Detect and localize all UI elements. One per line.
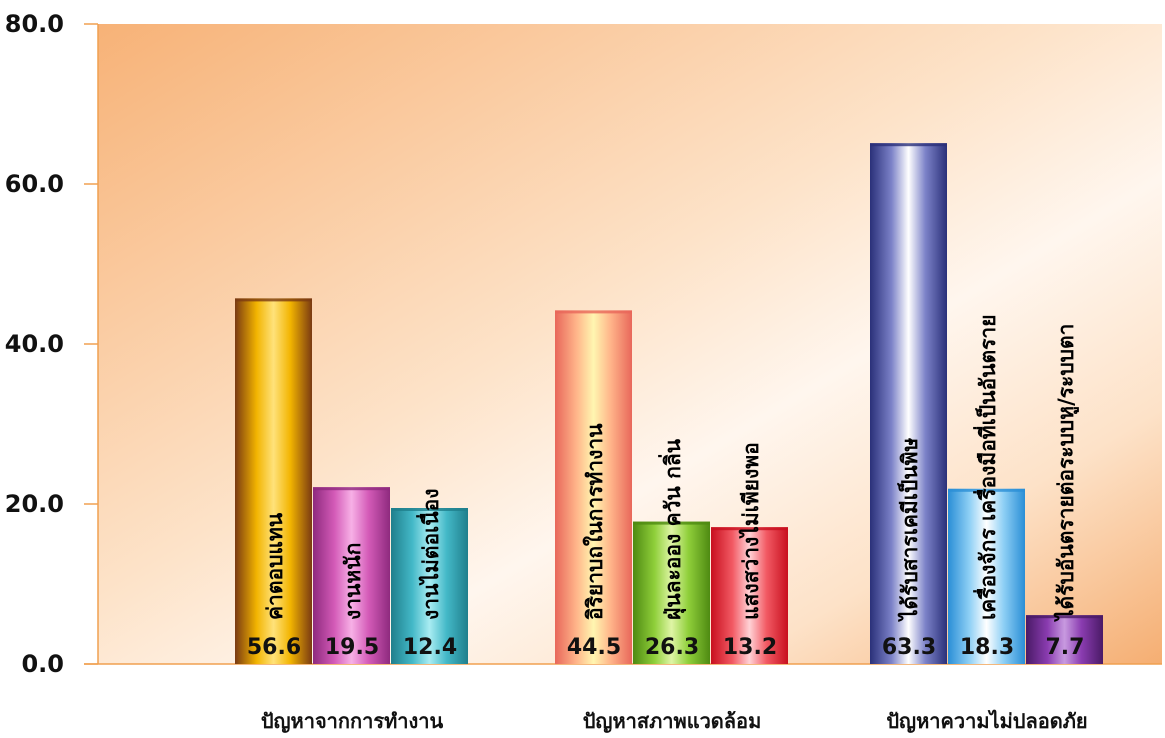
bar-value-label: 19.5 (325, 635, 379, 660)
bar-category-label: งานหนัก (341, 543, 365, 620)
bar-category-label: เครื่องจักร เครื่องมือที่เป็นอันตราย (972, 315, 1000, 621)
bars-layer (235, 143, 1103, 664)
bar-category-label: งานไม่ต่อเนื่อง (415, 489, 443, 620)
bar-value-label: 7.7 (1046, 635, 1085, 660)
bar-value-label: 13.2 (723, 635, 777, 660)
bar-value-label: 18.3 (960, 635, 1014, 660)
labels-layer: 56.6 ค่าตอบแทน 19.5 งานหนัก 12.4 งานไม่ต่อเนื… (247, 315, 1088, 734)
bar (313, 487, 390, 664)
bar-category-label: ฝุ่นละออง ควัน กลิ่น (657, 438, 687, 620)
bar-category-label: ค่าตอบแทน (263, 512, 287, 620)
bar-category-label: ได้รับอันตรายต่อระบบหู/ระบบตา (1053, 324, 1080, 622)
x-category-label: ปัญหาความไม่ปลอดภัย (886, 709, 1087, 733)
bar-top-edge (633, 521, 710, 525)
bar (870, 143, 947, 664)
bar (235, 298, 312, 664)
bar (555, 310, 632, 664)
bar-top-edge (711, 527, 788, 531)
y-tick-label: 80.0 (5, 10, 64, 38)
bar (1026, 615, 1103, 664)
bar (633, 521, 710, 664)
bar-category-label: ได้รับสารเคมีเป็นพิษ (896, 438, 922, 622)
bar-top-edge (1026, 615, 1103, 619)
bar-value-label: 63.3 (882, 635, 936, 660)
x-category-label: ปัญหาสภาพแวดล้อม (583, 709, 762, 733)
y-tick-label: 40.0 (5, 330, 64, 358)
bar-top-edge (313, 487, 390, 491)
bar-top-edge (948, 488, 1025, 492)
bar-category-label: อิริยาบถในการทำงาน (582, 423, 607, 620)
x-category-label: ปัญหาจากการทำงาน (261, 709, 444, 733)
y-tick-label: 20.0 (5, 490, 64, 518)
y-tick-label: 0.0 (21, 650, 64, 678)
bar-top-edge (870, 143, 947, 147)
bar (948, 488, 1025, 664)
bar-top-edge (235, 298, 312, 302)
bar-value-label: 56.6 (247, 635, 301, 660)
bar (391, 508, 468, 664)
bar-value-label: 26.3 (645, 635, 699, 660)
bar-top-edge (555, 310, 632, 314)
bar-value-label: 44.5 (567, 635, 621, 660)
bar (711, 527, 788, 664)
bar-value-label: 12.4 (403, 635, 457, 660)
y-tick-label: 60.0 (5, 170, 64, 198)
bar-top-edge (391, 508, 468, 511)
bar-category-label: แสงสว่างไม่เพียงพอ (738, 442, 763, 620)
